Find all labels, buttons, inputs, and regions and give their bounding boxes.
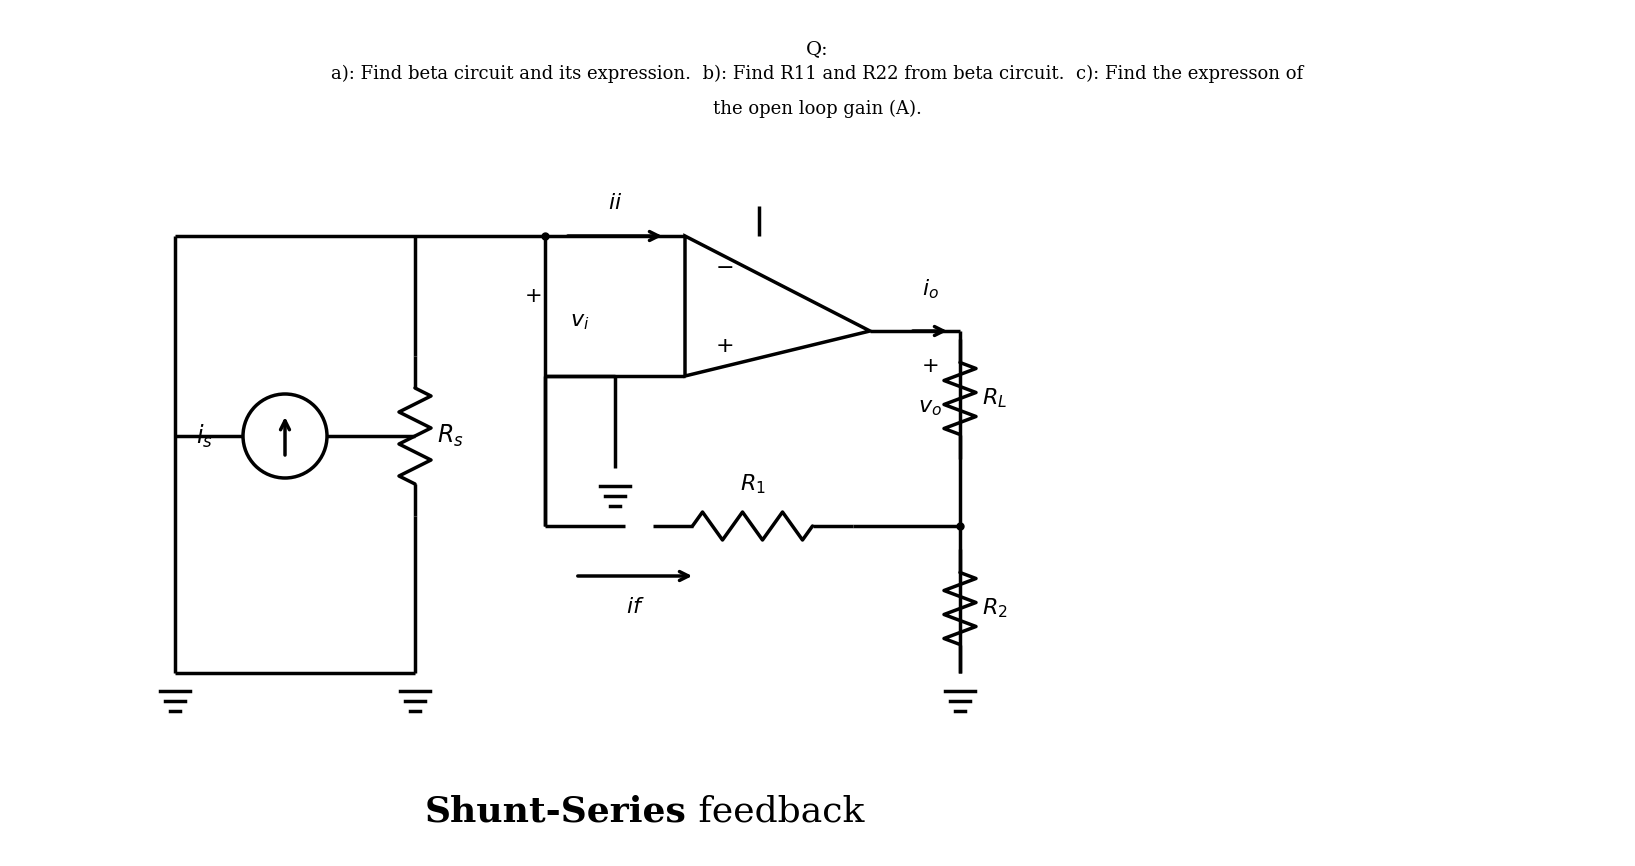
Text: $+$: $+$: [525, 286, 541, 306]
Text: $v_o$: $v_o$: [917, 396, 942, 418]
Text: feedback: feedback: [687, 794, 863, 828]
Text: $i_o$: $i_o$: [922, 277, 938, 301]
Text: $+$: $+$: [921, 356, 938, 376]
Text: $+$: $+$: [714, 336, 732, 356]
Text: $v_i$: $v_i$: [571, 310, 589, 332]
Text: $-$: $-$: [714, 256, 732, 276]
Text: $R_s$: $R_s$: [437, 423, 464, 449]
Text: Q:: Q:: [806, 40, 829, 58]
Text: a): Find beta circuit and its expression.  b): Find R11 and R22 from beta circui: a): Find beta circuit and its expression…: [332, 65, 1303, 83]
Text: the open loop gain (A).: the open loop gain (A).: [713, 100, 922, 119]
Text: $R_2$: $R_2$: [983, 597, 1007, 620]
Text: $ii$: $ii$: [608, 192, 623, 214]
Text: $if$: $if$: [626, 596, 644, 618]
Text: $R_L$: $R_L$: [983, 387, 1007, 410]
Text: $R_1$: $R_1$: [739, 472, 765, 496]
Text: $i_s$: $i_s$: [196, 423, 213, 449]
Text: Shunt-Series: Shunt-Series: [425, 794, 687, 828]
